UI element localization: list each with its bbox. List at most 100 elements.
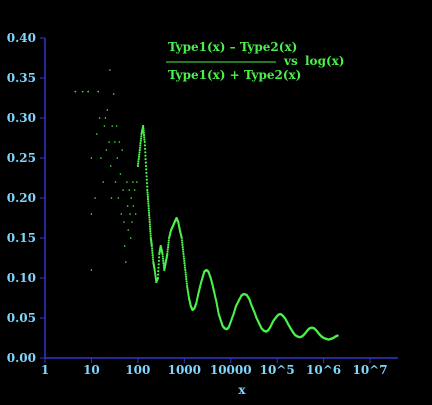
data-point	[103, 125, 106, 127]
data-point	[146, 195, 149, 198]
data-points	[74, 69, 339, 341]
data-point	[105, 149, 108, 151]
data-point	[138, 146, 142, 149]
x-ticks: 1 10 100 1000 10000 10^5 10^6 10^7	[41, 358, 388, 377]
data-point	[137, 155, 141, 158]
data-point	[145, 178, 148, 181]
data-point	[187, 295, 190, 298]
data-point	[95, 133, 98, 135]
y-tick-label: 0.35	[7, 71, 36, 85]
data-point	[183, 259, 186, 262]
data-point	[147, 200, 150, 203]
data-point	[143, 136, 146, 139]
data-point	[144, 158, 147, 161]
data-point	[110, 197, 113, 199]
data-point	[138, 151, 141, 154]
data-point	[129, 213, 131, 215]
y-tick-label: 0.05	[7, 311, 36, 325]
data-point	[126, 181, 128, 183]
y-tick-label: 0.30	[7, 111, 36, 125]
data-point	[183, 264, 186, 267]
x-axis-label: x	[238, 383, 246, 397]
legend-annotation: Type1(x) – Type2(x) Type1(x) + Type2(x) …	[166, 40, 344, 82]
data-point	[148, 220, 151, 224]
data-point	[106, 109, 109, 111]
data-point	[148, 214, 151, 217]
data-point	[131, 221, 133, 223]
data-point	[166, 248, 169, 251]
data-point	[148, 225, 152, 228]
data-point	[146, 188, 149, 192]
data-point	[149, 234, 152, 237]
data-point	[127, 229, 129, 231]
data-point	[142, 129, 145, 132]
data-point	[181, 248, 185, 251]
data-point	[162, 259, 165, 262]
data-point	[157, 263, 160, 266]
data-point	[151, 247, 154, 250]
data-point	[180, 236, 183, 240]
data-point	[154, 275, 157, 278]
data-point	[157, 266, 160, 269]
data-point	[145, 171, 148, 174]
data-point	[184, 268, 187, 272]
data-point	[98, 117, 101, 119]
data-point	[117, 197, 120, 199]
data-point	[142, 124, 145, 128]
data-point	[128, 189, 130, 191]
data-point	[147, 207, 150, 210]
x-tick-label: 10000	[210, 363, 252, 377]
data-point	[109, 165, 112, 167]
data-point	[144, 161, 147, 164]
data-point	[123, 221, 125, 223]
data-point	[153, 270, 156, 273]
data-point	[151, 251, 154, 254]
data-point	[185, 282, 188, 285]
data-point	[167, 239, 170, 242]
data-point	[167, 243, 170, 246]
data-point	[118, 141, 121, 143]
data-point	[186, 288, 189, 291]
data-point	[149, 227, 152, 230]
data-point	[144, 151, 147, 154]
data-point	[119, 173, 122, 175]
data-point	[111, 125, 113, 127]
data-point	[186, 290, 189, 293]
data-point	[143, 138, 146, 141]
y-tick-label: 0.20	[7, 191, 36, 205]
data-point	[336, 334, 339, 337]
data-point	[157, 259, 160, 262]
y-tick-label: 0.10	[7, 271, 36, 285]
data-point	[115, 125, 118, 127]
data-point	[145, 175, 148, 178]
data-point	[102, 181, 105, 183]
legend-vs: vs	[283, 54, 298, 68]
data-point	[161, 257, 165, 260]
data-point	[138, 148, 141, 152]
data-point	[184, 273, 187, 276]
data-point	[161, 252, 164, 256]
x-tick-label: 1000	[168, 363, 201, 377]
data-point	[186, 284, 189, 288]
data-point	[144, 154, 147, 157]
data-point	[132, 181, 134, 183]
axes	[44, 38, 398, 359]
data-point	[108, 141, 110, 143]
data-point	[157, 273, 160, 276]
data-point	[162, 262, 165, 265]
data-point	[167, 241, 170, 244]
data-point	[147, 202, 150, 205]
y-tick-label: 0.00	[7, 351, 36, 365]
data-point	[138, 153, 141, 156]
data-point	[90, 157, 93, 159]
y-tick-label: 0.40	[7, 31, 36, 45]
data-point	[151, 249, 154, 252]
data-point	[183, 262, 186, 265]
legend-rhs: log(x)	[305, 54, 344, 68]
data-point	[185, 280, 188, 283]
data-point	[90, 213, 93, 215]
data-point	[144, 147, 147, 150]
legend-denominator: Type1(x) + Type2(x)	[168, 68, 301, 82]
data-point	[139, 137, 143, 140]
data-point	[148, 216, 151, 219]
